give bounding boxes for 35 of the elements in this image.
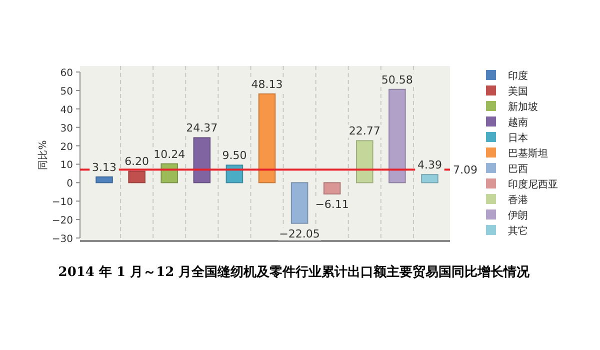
- data-label: 22.77: [348, 124, 380, 138]
- legend-label: 美国: [508, 86, 528, 98]
- data-label: −22.05: [279, 227, 320, 240]
- text: 2014 年 1 月～12 月全国缝纫机及零件行业累计出口额主要贸易国同比增长情况: [58, 264, 531, 280]
- data-label: 6.20: [124, 155, 150, 168]
- y-tick-label: 10: [60, 160, 73, 172]
- legend-label: 新加坡: [508, 101, 538, 113]
- data-label: −6.11: [315, 198, 349, 211]
- y-tick-label: 40: [60, 104, 73, 116]
- y-tick-label: −30: [52, 234, 73, 245]
- data-label: 48.13: [251, 78, 283, 91]
- data-label: 50.58: [381, 73, 413, 86]
- legend-label: 伊朗: [508, 210, 528, 222]
- data-label: 24.37: [186, 122, 218, 135]
- ref-line-label: 7.09: [453, 164, 478, 177]
- legend-label: 其它: [508, 225, 528, 237]
- legend-label: 日本: [508, 132, 528, 144]
- y-tick-label: 0: [66, 178, 73, 190]
- y-tick-label: 60: [60, 68, 73, 79]
- legend-label: 印度尼西亚: [508, 178, 558, 190]
- legend-label: 越南: [508, 116, 528, 128]
- legend-label: 印度: [508, 70, 528, 82]
- y-axis-title: 同比%: [37, 140, 49, 170]
- y-tick-label: 20: [60, 142, 73, 153]
- data-label: 10.24: [154, 148, 186, 161]
- data-label: 4.39: [417, 158, 442, 172]
- y-tick-label: −10: [52, 197, 73, 208]
- legend-label: 巴基斯坦: [508, 148, 548, 160]
- data-label: 9.50: [222, 149, 247, 162]
- y-tick-label: −20: [52, 216, 73, 227]
- legend-label: 巴西: [508, 164, 528, 175]
- y-tick-label: 50: [60, 86, 73, 98]
- legend-label: 香港: [508, 194, 528, 206]
- data-label: 3.13: [92, 160, 117, 174]
- y-tick-label: 30: [60, 123, 73, 134]
